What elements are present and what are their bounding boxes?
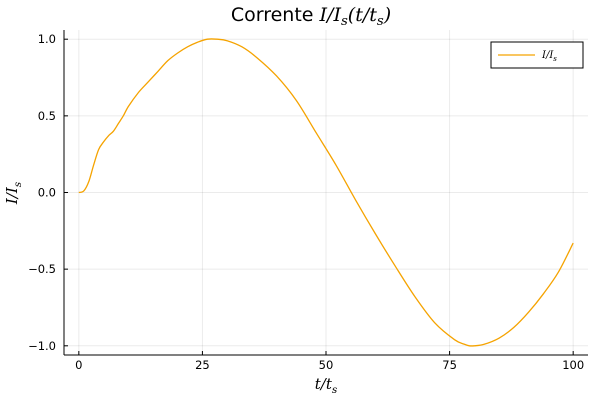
grid — [64, 30, 588, 355]
x-tick-label-1: 25 — [195, 358, 210, 372]
y-tick-label-0: −1.0 — [28, 339, 56, 353]
x-tick-label-2: 50 — [319, 358, 334, 372]
y-tick-label-3: 0.5 — [38, 109, 56, 123]
y-tick-label-1: −0.5 — [28, 262, 56, 276]
x-tick-label-3: 75 — [442, 358, 457, 372]
x-axis-label: t/ts — [315, 375, 338, 396]
y-tick-label-4: 1.0 — [38, 32, 56, 46]
legend-label: I/Is — [541, 50, 557, 63]
x-tick-label-4: 100 — [562, 358, 584, 372]
legend: I/Is — [490, 41, 584, 69]
tick-labels: 0 25 50 75 100 −1.0 −0.5 0.0 0.5 1.0 — [28, 32, 584, 372]
series-group — [78, 38, 574, 347]
y-tick-label-2: 0.0 — [38, 186, 56, 200]
y-axis-label: I/Is — [3, 181, 24, 205]
chart-title: Corrente I/Is(t/ts) — [231, 4, 391, 29]
axes — [63, 30, 588, 356]
x-tick-label-0: 0 — [75, 358, 82, 372]
series-line-0 — [78, 38, 574, 347]
